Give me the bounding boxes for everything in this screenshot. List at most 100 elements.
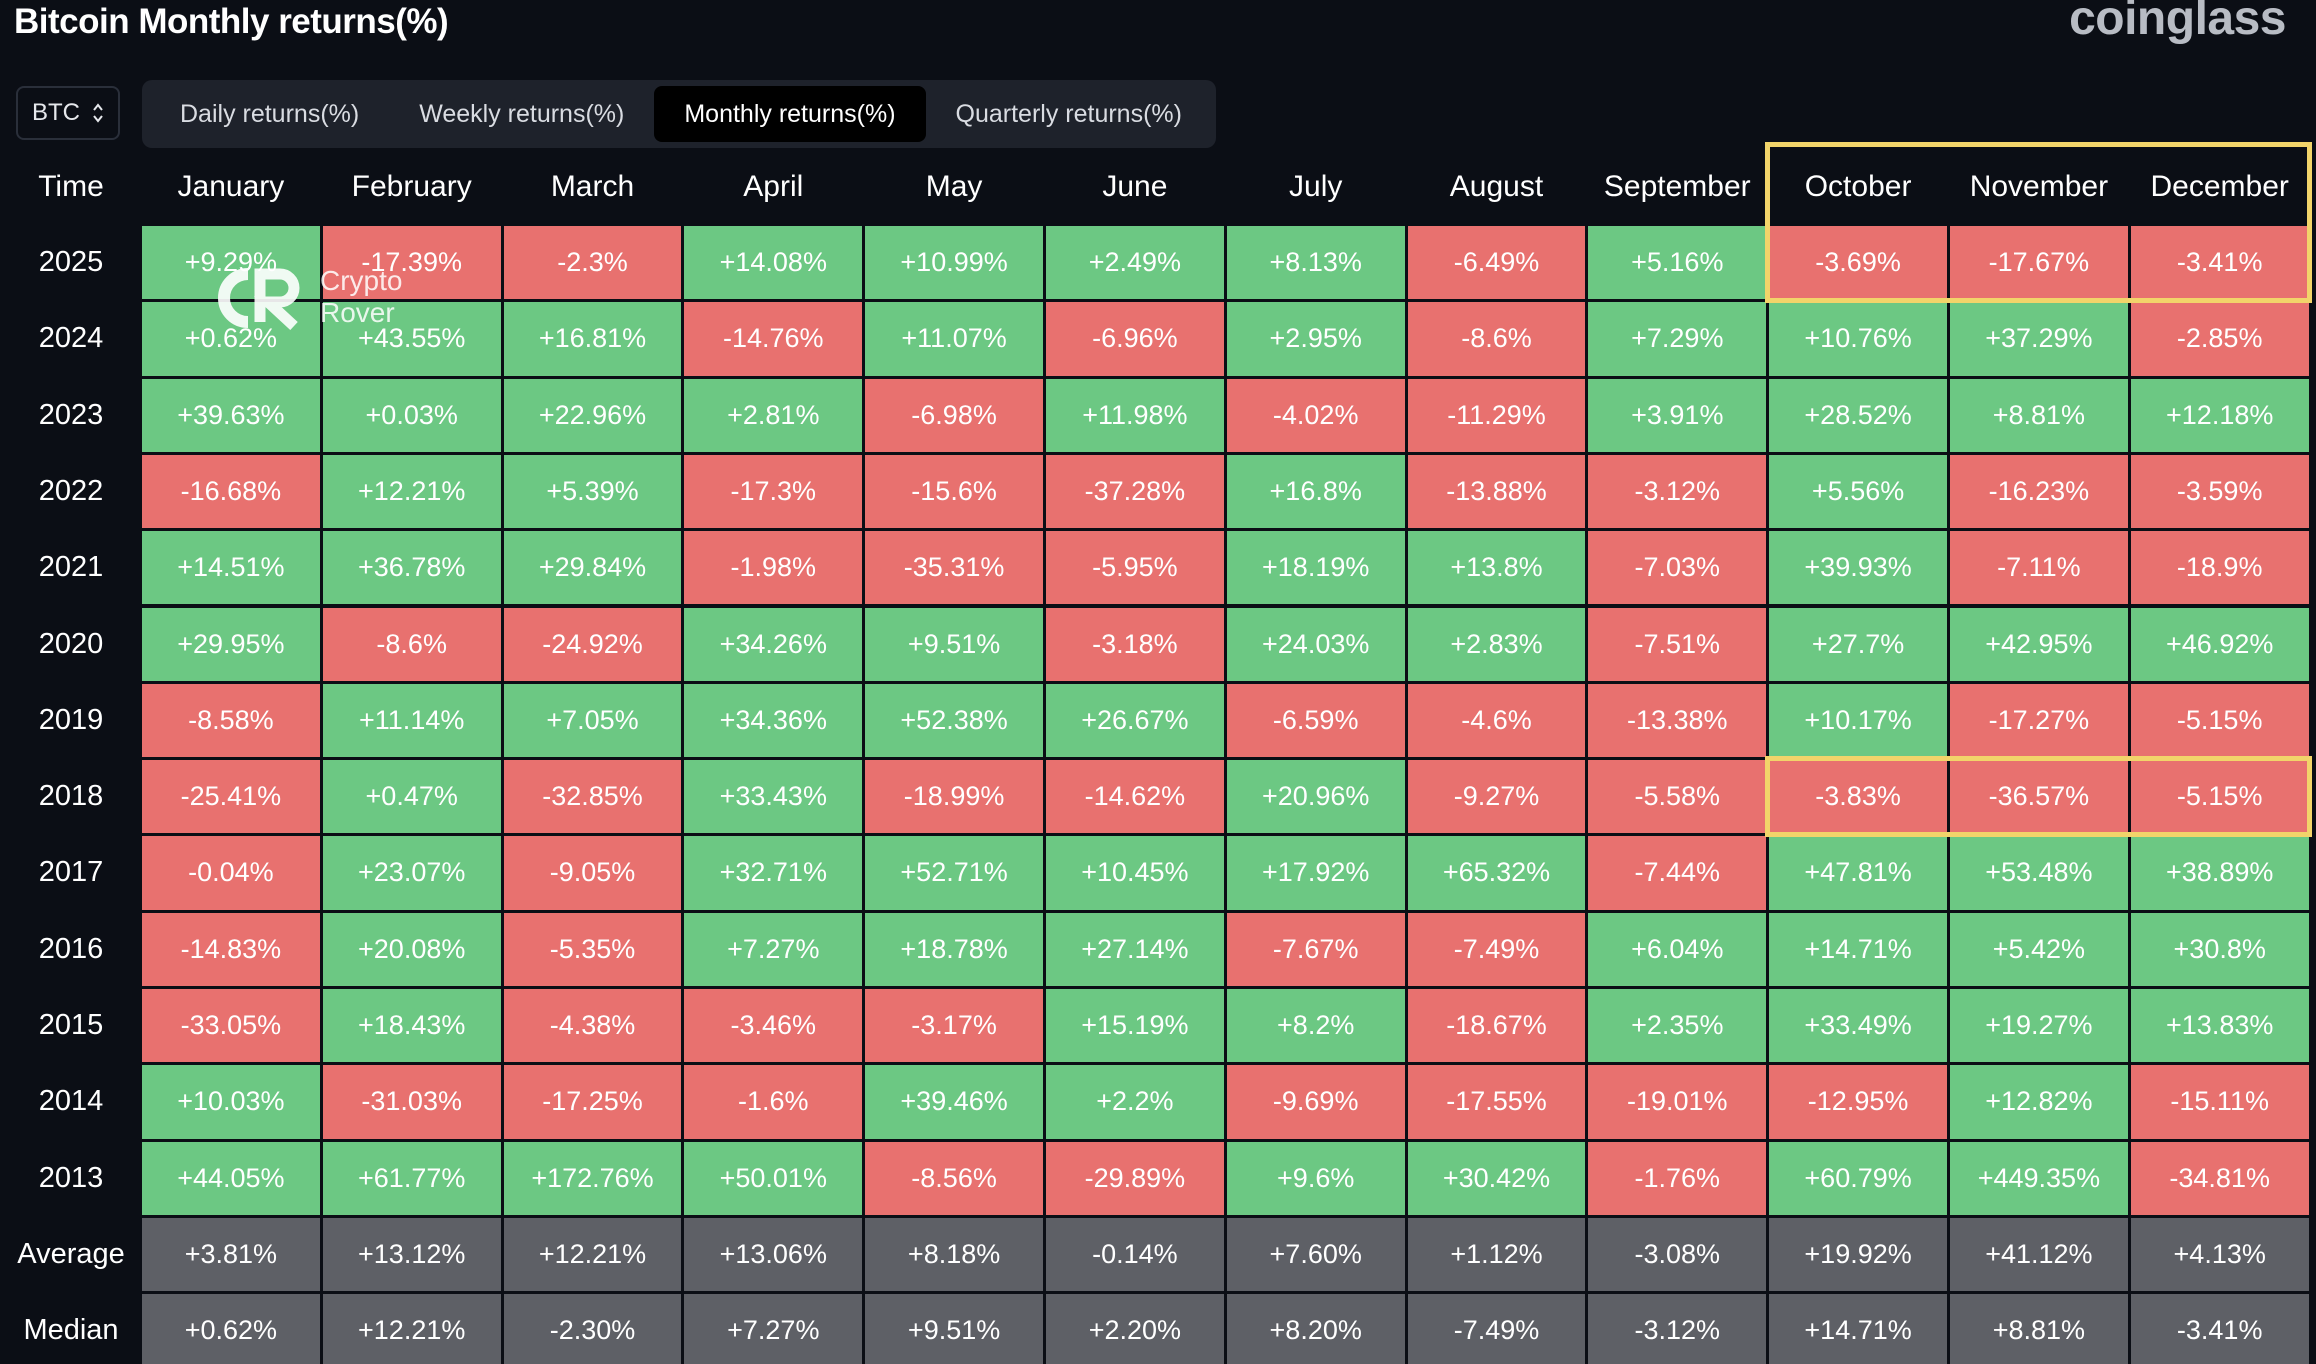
return-cell: -5.95% [1046, 531, 1224, 605]
return-cell: +5.42% [1950, 912, 2128, 986]
return-cell: -3.41% [2130, 226, 2309, 300]
return-cell: -4.38% [503, 989, 682, 1063]
return-cell: +15.19% [1046, 989, 1224, 1063]
return-cell: +172.76% [503, 1141, 682, 1215]
return-cell: -25.41% [142, 760, 320, 834]
return-cell: -15.11% [2130, 1065, 2309, 1139]
return-cell: +12.21% [322, 1294, 501, 1364]
return-cell: +14.08% [684, 226, 863, 300]
return-cell: +3.81% [142, 1217, 320, 1292]
return-cell: -5.15% [2130, 683, 2309, 758]
return-cell: +27.7% [1769, 607, 1947, 681]
return-cell: +10.03% [142, 1065, 320, 1139]
return-cell: -34.81% [2130, 1141, 2309, 1215]
column-header-june: June [1102, 170, 1168, 203]
return-cell: +11.14% [322, 683, 501, 758]
return-cell: +13.83% [2130, 989, 2309, 1063]
row-label: 2013 [38, 1161, 104, 1194]
brand-logo: coinglass [2069, 0, 2286, 45]
return-cell: -2.30% [503, 1294, 682, 1364]
tab-weekly-returns[interactable]: Weekly returns(%) [419, 100, 625, 128]
return-cell: -2.3% [503, 226, 682, 300]
return-cell: +18.78% [865, 912, 1043, 986]
return-cell: -11.29% [1407, 378, 1586, 452]
return-cell: +39.63% [142, 378, 320, 452]
return-cell: -7.49% [1407, 1294, 1586, 1364]
return-cell: +12.21% [503, 1217, 682, 1292]
column-header-september: September [1603, 170, 1751, 203]
return-cell: +8.13% [1226, 226, 1405, 300]
return-cell: +22.96% [503, 378, 682, 452]
return-cell: -18.67% [1407, 989, 1586, 1063]
return-cell: +33.49% [1769, 989, 1947, 1063]
row-label: 2015 [38, 1009, 104, 1041]
return-cell: -6.96% [1046, 302, 1224, 376]
return-cell: +7.60% [1226, 1217, 1405, 1292]
return-cell: +1.12% [1407, 1217, 1586, 1292]
row-label: 2019 [38, 703, 104, 736]
return-cell: -2.85% [2130, 302, 2309, 376]
tab-daily-returns[interactable]: Daily returns(%) [180, 100, 360, 128]
return-cell: +43.55% [322, 302, 501, 376]
return-cell: +28.52% [1769, 378, 1947, 452]
return-cell: +38.89% [2130, 836, 2309, 910]
column-header-november: November [1969, 170, 2109, 203]
row-label: 2014 [38, 1085, 104, 1118]
column-header-january: January [177, 170, 285, 203]
return-cell: +2.2% [1046, 1065, 1224, 1139]
return-cell: -8.58% [142, 683, 320, 758]
return-cell: -0.14% [1046, 1217, 1224, 1292]
return-cell: -31.03% [322, 1065, 501, 1139]
column-header-april: April [743, 170, 804, 203]
return-cell: +5.56% [1769, 454, 1947, 529]
tab-monthly-returns[interactable]: Monthly returns(%) [654, 86, 926, 142]
return-cell: +36.78% [322, 531, 501, 605]
return-cell: -7.49% [1407, 912, 1586, 986]
return-cell: -3.59% [2130, 454, 2309, 529]
return-cell: +8.81% [1950, 1294, 2128, 1364]
return-cell: +52.71% [865, 836, 1043, 910]
return-cell: -3.12% [1588, 1294, 1767, 1364]
return-cell: +10.17% [1769, 683, 1947, 758]
tab-quarterly-returns[interactable]: Quarterly returns(%) [955, 100, 1182, 128]
return-cell: -15.6% [865, 454, 1043, 529]
return-cell: +12.82% [1950, 1065, 2128, 1139]
chevron-up-down-icon [92, 102, 104, 124]
return-cell: +7.27% [684, 1294, 863, 1364]
row-label: 2018 [38, 780, 104, 813]
return-cell: +19.92% [1769, 1217, 1947, 1292]
column-header-time: Time [38, 170, 104, 203]
return-cell: +9.51% [865, 607, 1043, 681]
return-cell: -3.08% [1588, 1217, 1767, 1292]
return-cell: -6.59% [1226, 683, 1405, 758]
return-cell: -5.35% [503, 912, 682, 986]
return-cell: -13.88% [1407, 454, 1586, 529]
return-cell: -6.98% [865, 378, 1043, 452]
return-cell: -17.27% [1950, 683, 2128, 758]
return-cell: +14.71% [1769, 1294, 1947, 1364]
return-cell: -7.11% [1950, 531, 2128, 605]
return-cell: +9.29% [142, 226, 320, 300]
asset-select[interactable]: BTC [16, 86, 120, 140]
return-cell: -17.39% [322, 226, 501, 300]
row-label: 2021 [38, 551, 104, 584]
return-cell: +2.83% [1407, 607, 1586, 681]
return-cell: -9.69% [1226, 1065, 1405, 1139]
return-cell: -8.6% [1407, 302, 1586, 376]
return-cell: +29.84% [503, 531, 682, 605]
return-cell: +14.71% [1769, 912, 1947, 986]
return-cell: -7.44% [1588, 836, 1767, 910]
return-cell: +16.81% [503, 302, 682, 376]
return-cell: +449.35% [1950, 1141, 2128, 1215]
return-cell: -24.92% [503, 607, 682, 681]
row-label: 2025 [38, 246, 104, 278]
return-cell: +8.2% [1226, 989, 1405, 1063]
return-cell: -3.69% [1769, 226, 1947, 300]
column-header-october: October [1804, 170, 1912, 203]
return-cell: -7.03% [1588, 531, 1767, 605]
return-cell: +52.38% [865, 683, 1043, 758]
return-cell: +39.46% [865, 1065, 1043, 1139]
column-header-may: May [925, 170, 983, 203]
return-cell: -3.41% [2130, 1294, 2309, 1364]
return-cell: +10.76% [1769, 302, 1947, 376]
